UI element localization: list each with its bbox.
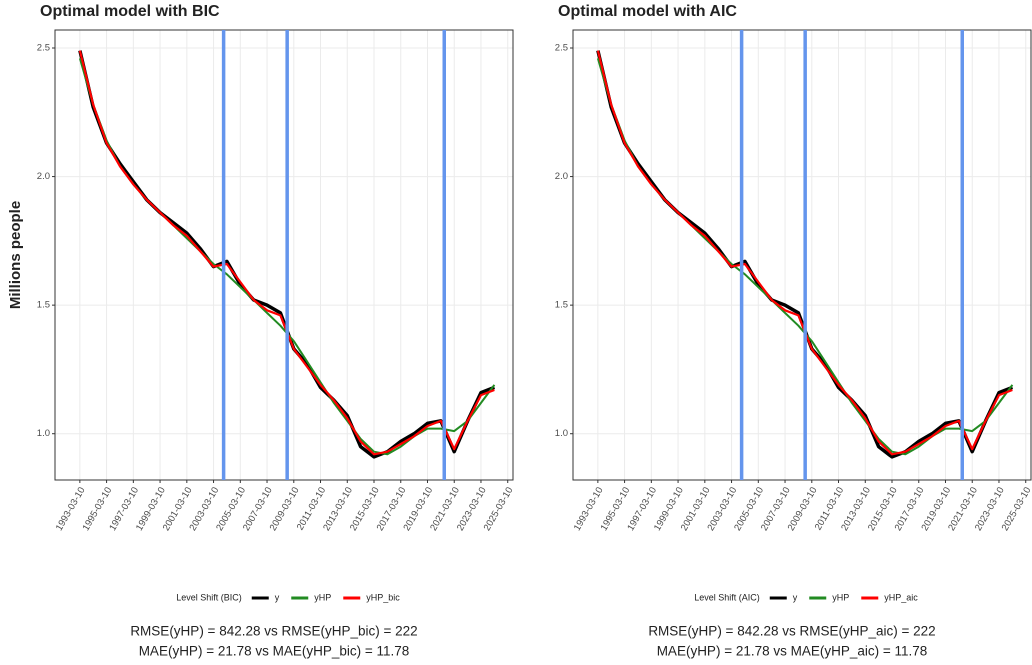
y-tick-label: 1.0 bbox=[37, 428, 50, 439]
y-tick-label: 1.5 bbox=[555, 300, 568, 311]
metric-note: RMSE(yHP) = 842.28 vs RMSE(yHP_aic) = 22… bbox=[648, 624, 935, 639]
panel: Optimal model with AIC1.01.52.02.51993-0… bbox=[555, 3, 1032, 658]
metric-note: MAE(yHP) = 21.78 vs MAE(yHP_bic) = 11.78 bbox=[139, 644, 410, 659]
metric-note: RMSE(yHP) = 842.28 vs RMSE(yHP_bic) = 22… bbox=[130, 624, 417, 639]
y-tick-label: 1.0 bbox=[555, 428, 568, 439]
y-tick-label: 1.5 bbox=[37, 300, 50, 311]
legend-title: Level Shift (BIC) bbox=[176, 592, 242, 602]
legend-label: yHP bbox=[832, 592, 849, 602]
chart-title: Optimal model with AIC bbox=[558, 3, 737, 20]
legend: Level Shift (BIC) y yHP yHP_bic bbox=[176, 592, 400, 602]
legend-title: Level Shift (AIC) bbox=[694, 592, 760, 602]
legend-label: yHP_bic bbox=[366, 592, 400, 602]
metric-note: MAE(yHP) = 21.78 vs MAE(yHP_aic) = 11.78 bbox=[657, 644, 928, 659]
plot-border bbox=[572, 29, 1032, 481]
legend-label: y bbox=[793, 592, 798, 602]
plot-border bbox=[54, 29, 514, 481]
y-axis-label: Millions people bbox=[7, 201, 24, 309]
chart-title: Optimal model with BIC bbox=[40, 3, 220, 20]
legend-label: y bbox=[275, 592, 280, 602]
legend-label: yHP_aic bbox=[884, 592, 918, 602]
legend-label: yHP bbox=[314, 592, 331, 602]
legend: Level Shift (AIC) y yHP yHP_aic bbox=[694, 592, 918, 602]
panel: Optimal model with BIC Millions people 1.0… bbox=[7, 3, 516, 658]
y-tick-label: 2.0 bbox=[37, 171, 50, 182]
y-tick-label: 2.5 bbox=[555, 43, 568, 54]
y-tick-label: 2.5 bbox=[37, 43, 50, 54]
y-tick-label: 2.0 bbox=[555, 171, 568, 182]
